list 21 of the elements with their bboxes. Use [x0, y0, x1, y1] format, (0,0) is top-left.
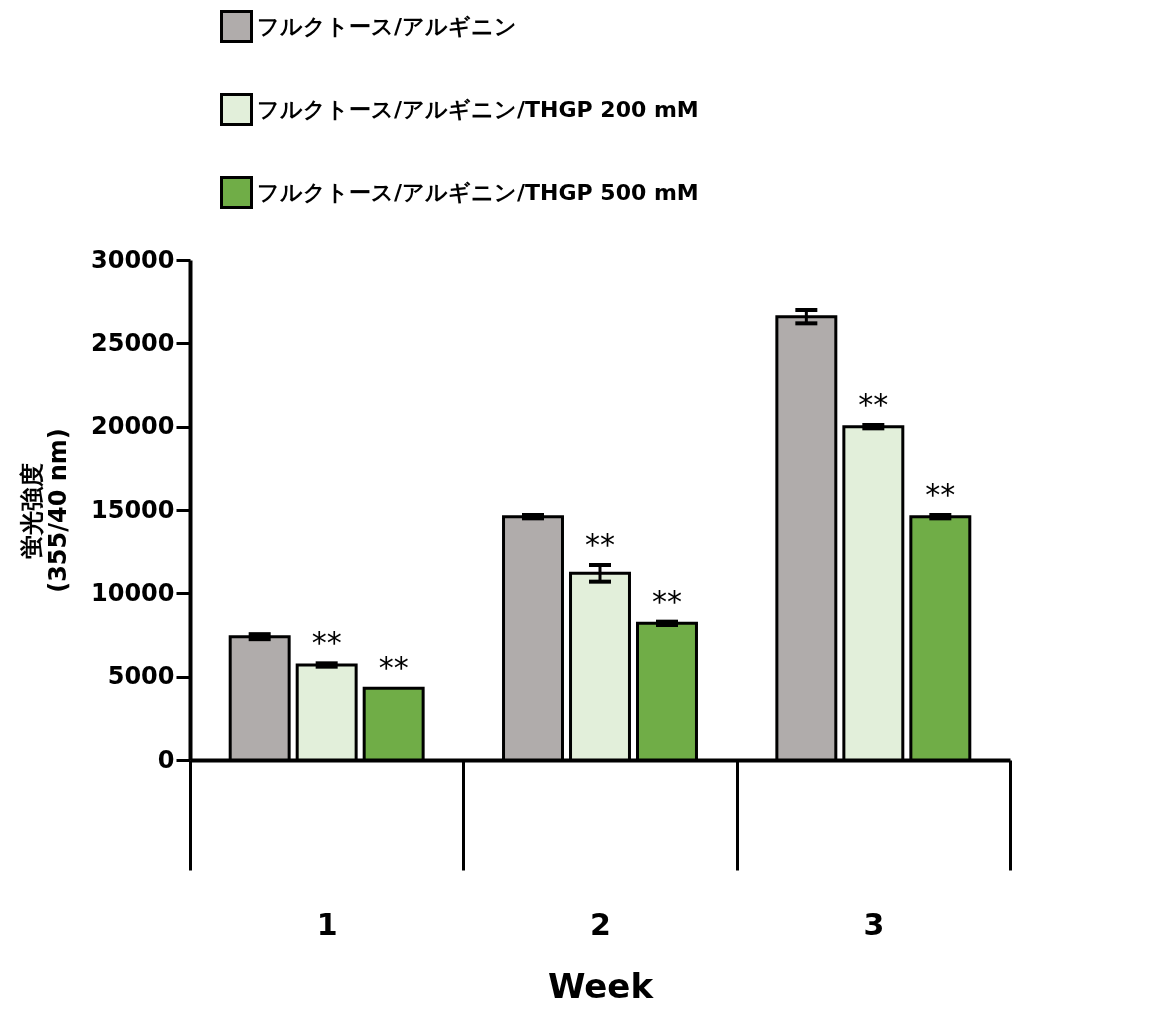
y-tick-label: 0	[157, 745, 175, 774]
legend-label: フルクトース/アルギニン/THGP 500 mM	[257, 179, 699, 205]
y-tick-label: 20000	[91, 412, 175, 441]
y-tick-label: 10000	[91, 578, 175, 607]
x-tick-label: 2	[590, 906, 611, 942]
data-label: **	[378, 650, 409, 686]
data-label: **	[651, 583, 682, 619]
data-label: **	[585, 527, 615, 562]
data-label: **	[311, 625, 342, 661]
legend-label: フルクトース/アルギニン/THGP 200 mM	[257, 96, 699, 122]
data-label: **	[858, 387, 889, 422]
legend-label: フルクトース/アルギニン	[257, 13, 518, 39]
y-tick-label: 25000	[91, 328, 175, 357]
y-tick-label: 5000	[107, 662, 175, 691]
y-tick-label: 30000	[91, 245, 175, 274]
data-label: **	[925, 477, 956, 512]
y-tick-label: 15000	[91, 495, 175, 524]
x-tick-label: 1	[316, 906, 338, 942]
y-axis-title: 蛍光強度 (355/40 nm)	[18, 428, 72, 593]
x-axis-title: Week	[547, 965, 655, 1006]
x-tick-label: 3	[863, 906, 885, 942]
